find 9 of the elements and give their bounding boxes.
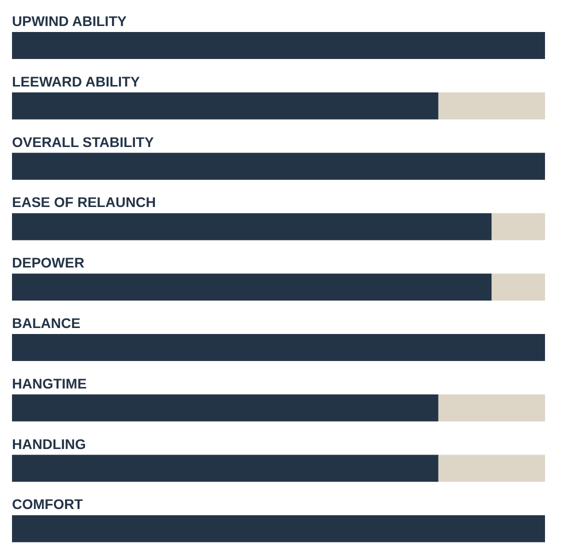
y-tick-label: COMFORT [12,496,84,512]
y-tick-label: HANGTIME [12,375,87,392]
y-tick-label: BALANCE [12,315,80,331]
y-tick-label: LEEWARD ABILITY [12,73,140,90]
y-tick-label: EASE OF RELAUNCH [12,194,156,210]
y-tick-label: HANDLING [12,436,86,452]
y-tick-label: UPWIND ABILITY [12,13,128,29]
y-tick-label: OVERALL STABILITY [12,134,154,150]
y-tick-label: DEPOWER [12,254,84,271]
